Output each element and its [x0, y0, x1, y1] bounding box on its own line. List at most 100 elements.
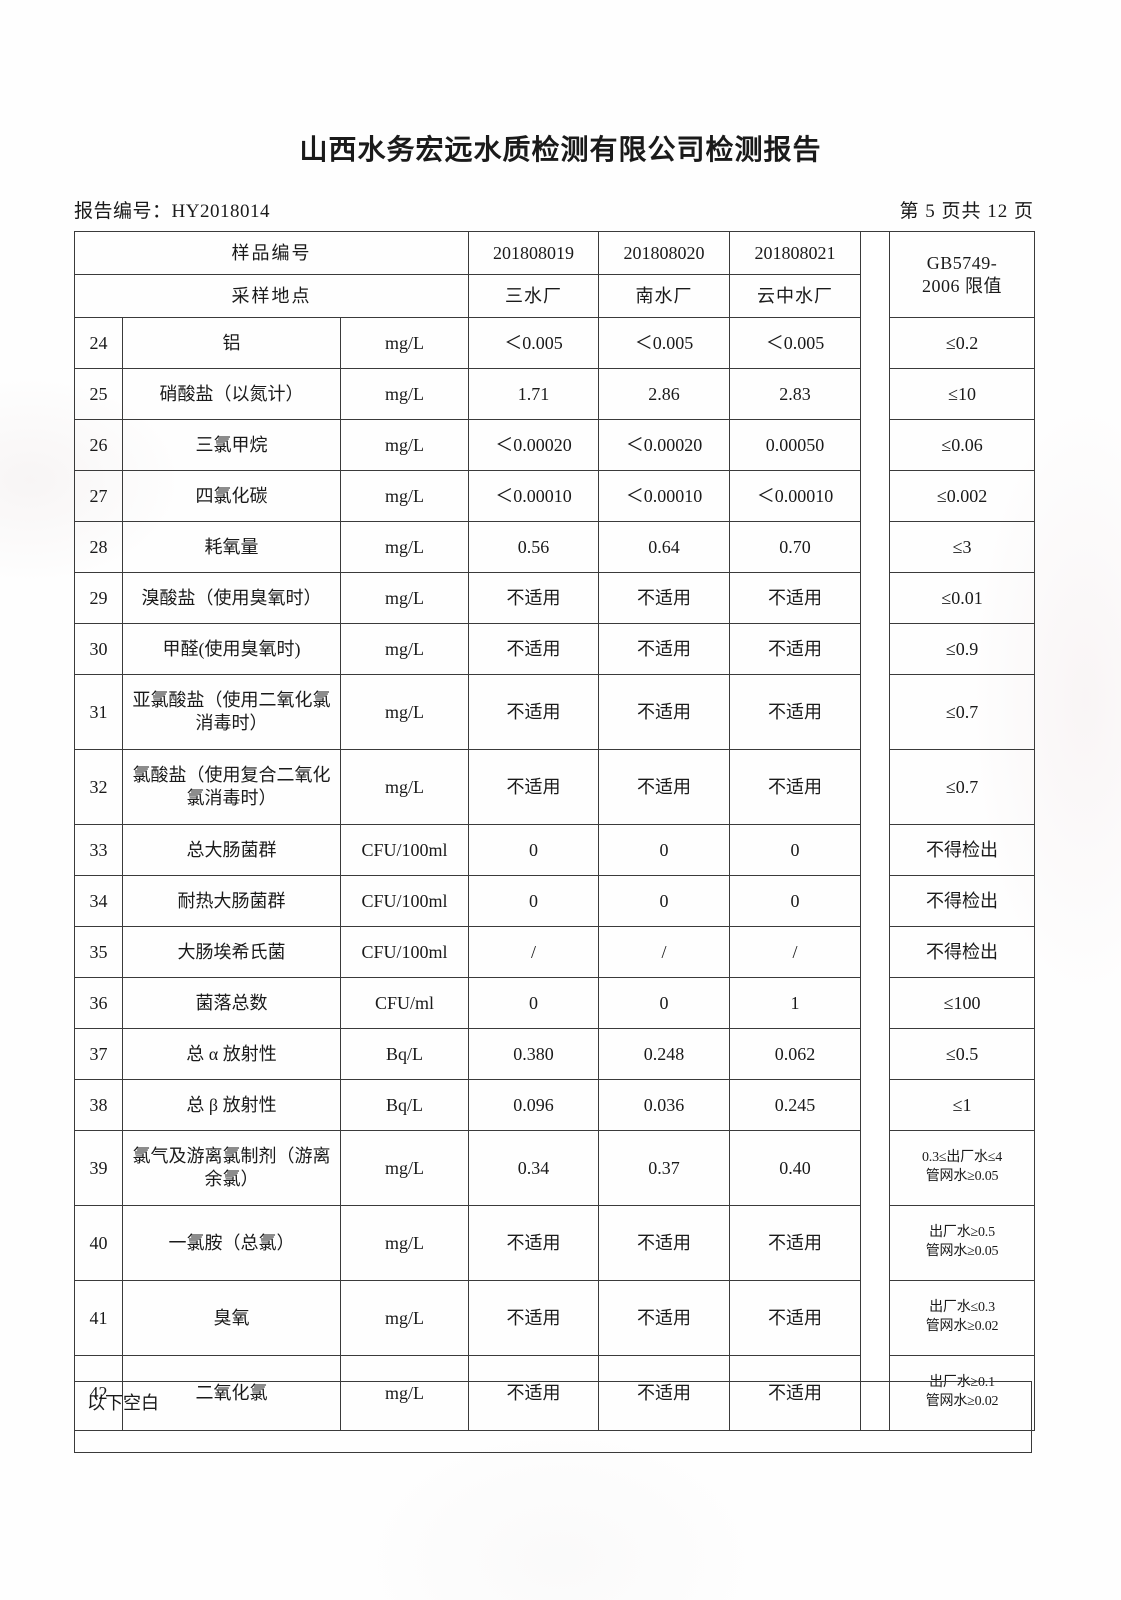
- row-value-sample1-28: 0.56: [468, 521, 600, 573]
- row-value-sample2-34: 0: [598, 875, 731, 927]
- row-value-sample3-29: 不适用: [729, 572, 862, 624]
- row-index-29: 29: [74, 572, 123, 624]
- row-unit-32: mg/L: [339, 749, 470, 825]
- row-parameter-34: 耐热大肠菌群: [122, 875, 341, 927]
- row-value-sample1-33: 0: [468, 824, 600, 876]
- header-sample-id-2: 201808020: [598, 231, 731, 275]
- row-unit-34: CFU/100ml: [339, 875, 470, 927]
- table-row: 27 四氯化碳 mg/L ＜0.00010 ＜0.00010 ＜0.00010 ≤0.002: [74, 470, 1036, 522]
- blank-area-note: 以下空白: [87, 1393, 159, 1413]
- row-parameter-28: 耗氧量: [122, 521, 341, 573]
- row-value-sample1-39: 0.34: [468, 1130, 600, 1206]
- row-index-41: 41: [74, 1280, 123, 1356]
- row-index-32: 32: [74, 749, 123, 825]
- row-index-33: 33: [74, 824, 123, 876]
- row-index-34: 34: [74, 875, 123, 927]
- row-value-sample3-35: /: [729, 926, 862, 978]
- row-index-37: 37: [74, 1028, 123, 1080]
- row-value-sample2-26: ＜0.00020: [598, 419, 731, 471]
- row-unit-36: CFU/ml: [339, 977, 470, 1029]
- row-value-sample3-27: ＜0.00010: [729, 470, 862, 522]
- row-value-sample3-34: 0: [729, 875, 862, 927]
- table-header-site-row: 采样地点 三水厂 南水厂 云中水厂: [73, 274, 1035, 318]
- row-limit-line2-41: 管网水≥0.02: [925, 1319, 999, 1334]
- header-site-3: 云中水厂: [729, 274, 862, 318]
- row-value-sample3-31: 不适用: [729, 674, 862, 750]
- row-value-sample2-42: 不适用: [598, 1355, 731, 1431]
- row-index-35: 35: [74, 926, 123, 978]
- row-index-40: 40: [74, 1205, 123, 1281]
- row-parameter-41: 臭氧: [122, 1280, 341, 1356]
- header-sample-id-3: 201808021: [729, 231, 862, 275]
- row-index-26: 26: [74, 419, 123, 471]
- row-value-sample1-38: 0.096: [468, 1079, 600, 1131]
- row-parameter-33: 总大肠菌群: [122, 824, 341, 876]
- row-value-sample3-33: 0: [729, 824, 862, 876]
- row-value-sample1-37: 0.380: [468, 1028, 600, 1080]
- row-limit-line1-41: 出厂水≤0.3: [929, 1300, 995, 1316]
- header-limit-line1: GB5749-: [926, 253, 998, 273]
- row-value-sample1-36: 0: [468, 977, 600, 1029]
- row-value-sample1-31: 不适用: [468, 674, 600, 750]
- table-row: 25 硝酸盐（以氮计） mg/L 1.71 2.86 2.83 ≤10: [74, 368, 1036, 420]
- row-unit-31: mg/L: [339, 674, 470, 750]
- row-value-sample1-26: ＜0.00020: [468, 419, 600, 471]
- row-value-sample3-39: 0.40: [729, 1130, 862, 1206]
- row-value-sample1-34: 0: [468, 875, 600, 927]
- row-limit-25: ≤10: [889, 368, 1036, 420]
- row-parameter-26: 三氯甲烷: [122, 419, 341, 471]
- table-row: 32 氯酸盐（使用复合二氧化氯消毒时） mg/L 不适用 不适用 不适用 ≤0.7: [74, 749, 1036, 825]
- header-sample-no-label: 样品编号: [73, 231, 470, 275]
- row-parameter-35: 大肠埃希氏菌: [122, 926, 341, 978]
- row-unit-25: mg/L: [339, 368, 470, 420]
- row-value-sample2-33: 0: [598, 824, 731, 876]
- row-limit-36: ≤100: [889, 977, 1036, 1029]
- row-limit-40: 出厂水≥0.5 管网水≥0.05: [889, 1205, 1036, 1281]
- header-sample-id-1: 201808019: [468, 231, 600, 275]
- row-value-sample2-41: 不适用: [598, 1280, 731, 1356]
- table-row: 33 总大肠菌群 CFU/100ml 0 0 0 不得检出: [74, 824, 1036, 876]
- row-unit-26: mg/L: [339, 419, 470, 471]
- table-row: 42 二氧化氯 mg/L 不适用 不适用 不适用 出厂水≥0.1 管网水≥0.02: [74, 1355, 1036, 1431]
- row-parameter-36: 菌落总数: [122, 977, 341, 1029]
- row-parameter-39: 氯气及游离氯制剂（游离余氯）: [122, 1130, 341, 1206]
- row-value-sample1-25: 1.71: [468, 368, 600, 420]
- row-parameter-29: 溴酸盐（使用臭氧时）: [122, 572, 341, 624]
- table-row: 41 臭氧 mg/L 不适用 不适用 不适用 出厂水≤0.3 管网水≥0.02: [74, 1280, 1036, 1356]
- row-limit-41: 出厂水≤0.3 管网水≥0.02: [889, 1280, 1036, 1356]
- row-unit-35: CFU/100ml: [339, 926, 470, 978]
- row-value-sample2-40: 不适用: [598, 1205, 731, 1281]
- row-limit-39: 0.3≤出厂水≤4 管网水≥0.05: [889, 1130, 1036, 1206]
- row-limit-38: ≤1: [889, 1079, 1036, 1131]
- row-value-sample2-27: ＜0.00010: [598, 470, 731, 522]
- row-parameter-40: 一氯胺（总氯）: [122, 1205, 341, 1281]
- row-value-sample1-40: 不适用: [468, 1205, 600, 1281]
- header-limit-line2: 2006 限值: [922, 275, 1003, 296]
- row-value-sample2-36: 0: [598, 977, 731, 1029]
- row-limit-line2-39: 管网水≥0.05: [925, 1169, 999, 1184]
- table-gap-column: [860, 231, 891, 1431]
- row-index-24: 24: [74, 317, 123, 369]
- row-value-sample3-28: 0.70: [729, 521, 862, 573]
- row-index-39: 39: [74, 1130, 123, 1206]
- row-value-sample1-27: ＜0.00010: [468, 470, 600, 522]
- row-unit-30: mg/L: [339, 623, 470, 675]
- table-row: 40 一氯胺（总氯） mg/L 不适用 不适用 不适用 出厂水≥0.5 管网水≥0.05: [74, 1205, 1036, 1281]
- row-value-sample3-36: 1: [729, 977, 862, 1029]
- row-value-sample1-35: /: [468, 926, 600, 978]
- row-limit-32: ≤0.7: [889, 749, 1036, 825]
- row-unit-28: mg/L: [339, 521, 470, 573]
- row-index-27: 27: [74, 470, 123, 522]
- row-index-38: 38: [74, 1079, 123, 1131]
- row-value-sample2-31: 不适用: [598, 674, 731, 750]
- row-limit-line1-40: 出厂水≥0.5: [929, 1225, 995, 1241]
- row-index-36: 36: [74, 977, 123, 1029]
- row-value-sample1-32: 不适用: [468, 749, 600, 825]
- table-row: 31 亚氯酸盐（使用二氧化氯消毒时） mg/L 不适用 不适用 不适用 ≤0.7: [74, 674, 1036, 750]
- row-unit-38: Bq/L: [339, 1079, 470, 1131]
- row-parameter-24: 铝: [122, 317, 341, 369]
- row-limit-30: ≤0.9: [889, 623, 1036, 675]
- row-limit-24: ≤0.2: [889, 317, 1036, 369]
- row-value-sample2-37: 0.248: [598, 1028, 731, 1080]
